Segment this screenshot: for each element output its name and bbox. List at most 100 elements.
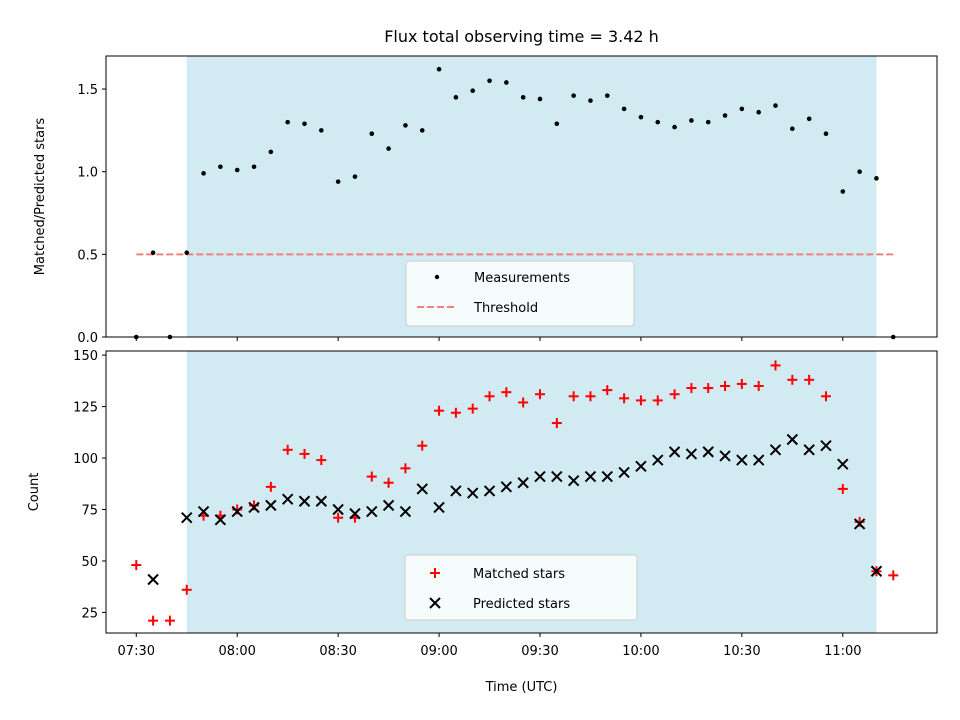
matched-star-point bbox=[703, 383, 714, 394]
measurement-point bbox=[386, 146, 391, 151]
measurement-point bbox=[285, 119, 290, 125]
predicted-star-point bbox=[837, 458, 849, 470]
bottom-x-tick-label: 08:30 bbox=[319, 644, 356, 659]
predicted-star-point bbox=[769, 444, 782, 456]
bottom-panel: 25 50 75 100 125 150 07:30 08:00 08:30 09:00 09:3… bbox=[27, 349, 938, 695]
predicted-star-point bbox=[567, 474, 580, 487]
predicted-star-point bbox=[752, 454, 765, 466]
predicted-star-point bbox=[467, 487, 479, 499]
legend-predicted-label: Predicted stars bbox=[473, 597, 570, 612]
matched-star-point bbox=[602, 385, 613, 396]
predicted-star-point bbox=[197, 505, 210, 518]
top-panel: 0.0 0.5 1.0 1.5 Flux total observing time =… bbox=[33, 27, 938, 346]
predicted-star-point bbox=[584, 470, 597, 483]
bottom-x-ticks: 07:30 08:00 08:30 09:00 09:30 10:00 10:30 11:00 bbox=[118, 633, 862, 659]
predicted-star-point bbox=[719, 450, 731, 462]
matched-star-point bbox=[770, 360, 781, 371]
matched-star-point bbox=[417, 440, 428, 451]
matched-star-point bbox=[686, 383, 697, 394]
matched-star-point bbox=[131, 560, 142, 571]
measurement-point bbox=[823, 131, 829, 136]
matched-star-point bbox=[551, 418, 562, 429]
measurement-point bbox=[554, 121, 560, 127]
measurement-point bbox=[840, 189, 846, 194]
bottom-x-tick-label: 11:00 bbox=[824, 644, 861, 659]
matched-star-point bbox=[333, 512, 344, 523]
top-y-tick-label: 0.0 bbox=[77, 331, 98, 346]
bottom-y-tick-label: 75 bbox=[81, 503, 98, 518]
measurement-point bbox=[790, 126, 795, 132]
matched-star-point bbox=[265, 481, 276, 492]
bottom-y-tick-label: 25 bbox=[81, 606, 98, 621]
matched-star-point bbox=[804, 374, 815, 385]
measurement-point bbox=[621, 106, 627, 112]
predicted-star-point bbox=[534, 470, 546, 483]
legend-measurements-label: Measurements bbox=[474, 271, 570, 286]
matched-star-point bbox=[518, 397, 529, 408]
bottom-y-tick-label: 50 bbox=[81, 555, 98, 570]
predicted-star-point bbox=[702, 446, 714, 458]
matched-star-point bbox=[568, 391, 579, 402]
predicted-star-point bbox=[618, 466, 630, 479]
legend-predicted-marker bbox=[429, 597, 441, 609]
matched-star-point bbox=[619, 393, 630, 404]
matched-star-point bbox=[484, 391, 495, 402]
bottom-x-tick-label: 07:30 bbox=[118, 644, 155, 659]
measurement-point bbox=[672, 124, 677, 130]
measurement-point bbox=[571, 93, 576, 98]
predicted-star-point bbox=[601, 470, 613, 483]
measurement-point bbox=[504, 80, 509, 85]
predicted-star-point bbox=[366, 505, 378, 518]
predicted-star-point bbox=[685, 448, 698, 460]
predicted-star-point bbox=[382, 499, 395, 512]
bottom-y-ticks: 25 50 75 100 125 150 bbox=[73, 349, 106, 621]
measurement-point bbox=[705, 119, 711, 125]
matched-star-point bbox=[164, 615, 175, 626]
measurement-point bbox=[520, 95, 526, 100]
bottom-x-tick-label: 08:00 bbox=[218, 644, 255, 659]
predicted-star-point bbox=[870, 565, 883, 577]
matched-star-point bbox=[366, 471, 377, 482]
predicted-star-point bbox=[652, 454, 664, 466]
predicted-star-point bbox=[416, 483, 428, 495]
matched-star-point bbox=[316, 455, 327, 466]
bottom-y-tick-label: 125 bbox=[73, 401, 98, 416]
predicted-stars-points bbox=[147, 433, 883, 586]
matched-star-point bbox=[282, 444, 293, 455]
measurement-point bbox=[184, 250, 190, 255]
matched-star-point bbox=[669, 389, 680, 400]
measurement-point bbox=[857, 169, 862, 175]
predicted-star-point bbox=[399, 505, 412, 518]
top-axes-frame bbox=[105, 55, 938, 338]
predicted-star-point bbox=[483, 485, 496, 497]
legend-measurement-marker bbox=[434, 274, 440, 280]
measurement-point bbox=[638, 114, 644, 120]
matched-star-point bbox=[181, 584, 192, 595]
measurement-point bbox=[722, 113, 728, 118]
matched-star-point bbox=[383, 477, 394, 488]
matched-star-point bbox=[535, 389, 546, 400]
measurement-point bbox=[874, 176, 879, 181]
top-y-tick-label: 0.5 bbox=[77, 248, 98, 263]
predicted-star-point bbox=[736, 454, 748, 466]
matched-star-point bbox=[450, 407, 461, 418]
predicted-star-point bbox=[332, 503, 344, 516]
predicted-star-point bbox=[265, 499, 277, 512]
measurement-point bbox=[756, 109, 761, 115]
predicted-star-point bbox=[315, 495, 328, 507]
matched-star-point bbox=[888, 570, 899, 581]
predicted-star-point bbox=[231, 505, 243, 518]
predicted-star-point bbox=[803, 444, 815, 456]
matched-star-point bbox=[501, 387, 512, 398]
bottom-x-tick-label: 09:30 bbox=[521, 644, 558, 659]
matched-star-point bbox=[434, 405, 445, 416]
predicted-star-point bbox=[298, 495, 311, 507]
measurement-point bbox=[739, 106, 745, 112]
top-y-axis-label: Matched/Predicted stars bbox=[33, 118, 48, 276]
matched-star-point bbox=[753, 380, 764, 391]
measurement-point bbox=[537, 96, 543, 102]
predicted-star-point bbox=[551, 470, 563, 483]
measurement-point bbox=[218, 164, 223, 170]
measurement-point bbox=[150, 250, 156, 255]
measurement-point bbox=[268, 149, 274, 155]
